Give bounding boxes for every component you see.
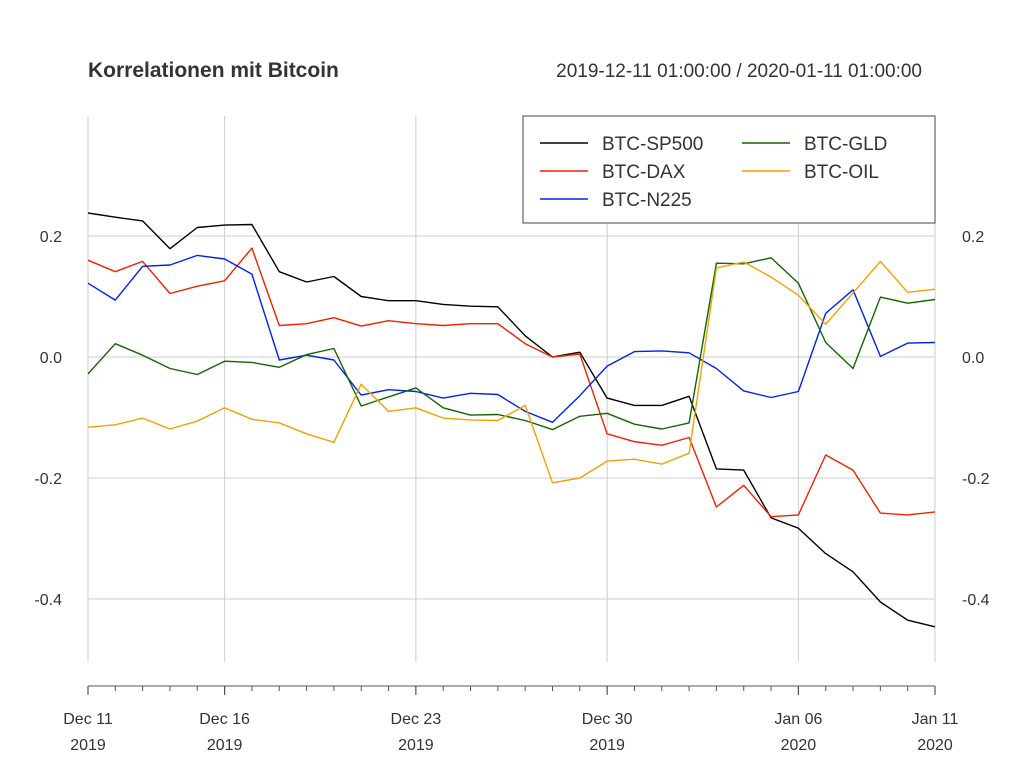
x-tick-label: Dec 30 — [582, 711, 633, 728]
legend-label-btc-oil: BTC-OIL — [804, 162, 879, 183]
series-line-btc-dax — [87, 247, 936, 518]
chart-title: Korrelationen mit Bitcoin — [88, 59, 339, 82]
y-axis-right: -0.4 -0.2 0.0 0.2 — [962, 229, 990, 609]
x-tick-year-label: 2019 — [398, 737, 434, 754]
legend-box — [522, 115, 936, 224]
legend-label-btc-sp500: BTC-SP500 — [602, 134, 703, 155]
gridlines — [87, 116, 936, 662]
date-range-label: 2019-12-11 01:00:00 / 2020-01-11 01:00:0… — [556, 61, 922, 82]
y-tick-label-left: 0.2 — [40, 229, 62, 246]
x-tick-label: Dec 11 — [63, 711, 113, 728]
y-tick-label-right: -0.2 — [962, 471, 990, 488]
x-tick-year-label: 2019 — [589, 737, 625, 754]
series-line-btc-n225 — [87, 254, 936, 423]
x-tick-year-label: 2020 — [781, 737, 817, 754]
y-tick-label-right: 0.2 — [962, 229, 984, 246]
series-lines — [87, 212, 936, 628]
legend-label-btc-n225: BTC-N225 — [602, 190, 692, 211]
x-tick-label: Dec 16 — [199, 711, 250, 728]
x-tick-label: Jan 11 — [912, 711, 959, 728]
y-tick-label-left: -0.2 — [34, 471, 62, 488]
series-line-btc-gld — [87, 257, 936, 431]
legend-label-btc-gld: BTC-GLD — [804, 134, 887, 155]
x-axis: Dec 11 2019 Dec 16 2019 Dec 23 2019 Dec 30 2019… — [63, 685, 959, 754]
x-tick-year-label: 2020 — [917, 737, 953, 754]
x-tick-year-label: 2019 — [207, 737, 243, 754]
x-tick-label: Dec 23 — [391, 711, 442, 728]
y-tick-label-left: -0.4 — [34, 592, 62, 609]
x-tick-year-label: 2019 — [70, 737, 106, 754]
x-tick-label: Jan 06 — [774, 711, 822, 728]
y-tick-label-left: 0.0 — [40, 350, 62, 367]
y-axis-left: -0.4 -0.2 0.0 0.2 — [34, 229, 62, 609]
y-tick-label-right: -0.4 — [962, 592, 990, 609]
y-tick-label-right: 0.0 — [962, 350, 984, 367]
series-line-btc-oil — [87, 260, 936, 484]
legend-label-btc-dax: BTC-DAX — [602, 162, 686, 183]
legend: BTC-SP500 BTC-DAX BTC-N225 BTC-GLD BTC-OIL — [522, 115, 936, 224]
series-line-btc-sp500 — [87, 212, 936, 628]
